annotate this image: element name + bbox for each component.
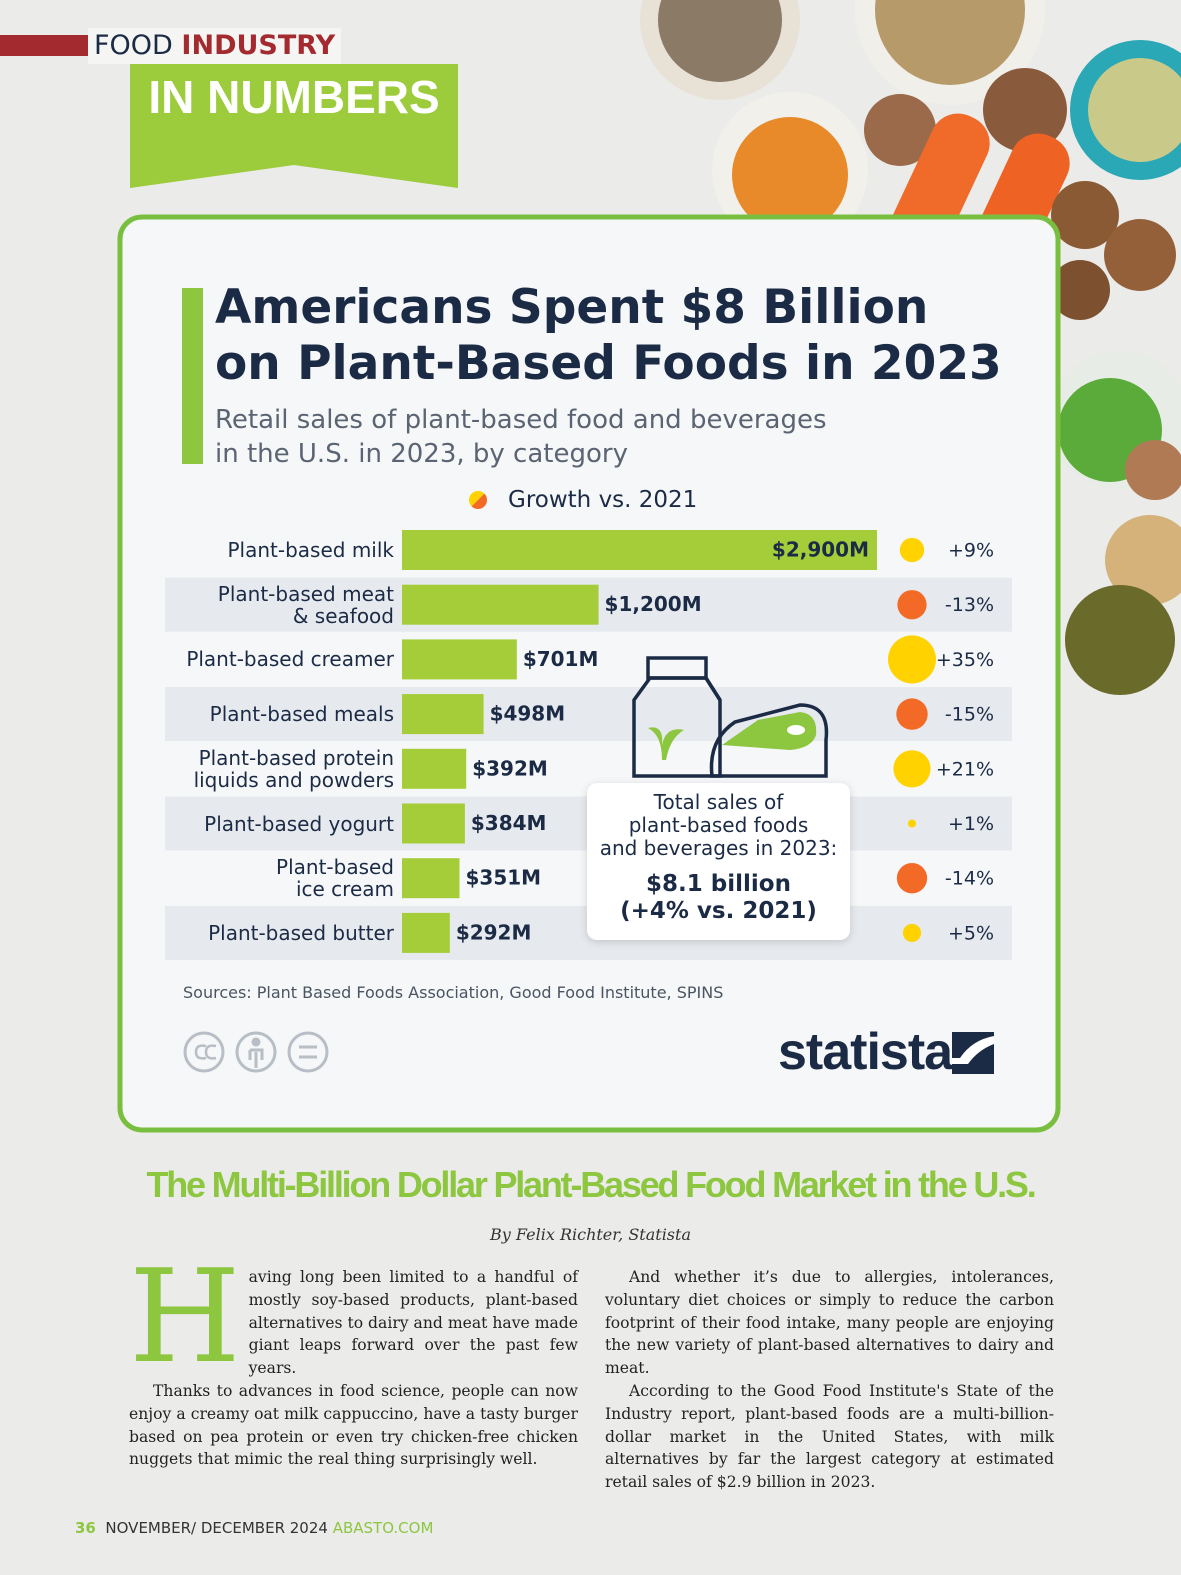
- kicker-text: FOOD: [94, 30, 173, 61]
- statista-mark: [952, 1032, 994, 1074]
- bar: [402, 530, 877, 570]
- value-label: $384M: [471, 811, 547, 835]
- growth-label: +9%: [948, 540, 994, 562]
- category-label: Plant-based creamer: [186, 647, 394, 672]
- license-icons: [183, 1031, 329, 1073]
- bar: [402, 912, 450, 953]
- category-label: Plant-based ice cream: [276, 855, 394, 902]
- category-label: Plant-based yogurt: [204, 811, 394, 836]
- value-label: $2,900M: [772, 538, 869, 562]
- category-label: Plant-based meat & seafood: [217, 581, 394, 628]
- chart-title: Americans Spent $8 Billion on Plant-Base…: [215, 280, 1002, 391]
- paragraph: Having long been limited to a handful of…: [129, 1243, 578, 1392]
- chart-subtitle: Retail sales of plant-based food and bev…: [215, 405, 827, 469]
- article-title: The Multi-Billion Dollar Plant-Based Foo…: [146, 1164, 1036, 1205]
- category-label: Plant-based protein liquids and powders: [193, 745, 394, 792]
- callout-value: $8.1 billion (+4% vs. 2021): [620, 871, 817, 924]
- red-rule: [0, 35, 88, 56]
- growth-dot: [896, 863, 928, 894]
- growth-label: +35%: [936, 649, 994, 671]
- site: ABASTO.COM: [332, 1519, 434, 1537]
- bar: [402, 694, 484, 735]
- logo: statista: [778, 1023, 953, 1081]
- source: Sources: Plant Based Foods Association, …: [183, 983, 724, 1002]
- footer: 36 NOVEMBER/ DECEMBER 2024 ABASTO.COM: [75, 1519, 433, 1537]
- growth-label: -14%: [945, 868, 994, 890]
- kicker-accent: INDUSTRY: [181, 30, 336, 61]
- value-label: $292M: [456, 920, 532, 944]
- column-left: Having long been limited to a handful of…: [129, 1243, 578, 1471]
- paragraph: Thanks to advances in food science, peop…: [129, 1381, 578, 1469]
- value-label: $1,200M: [605, 592, 702, 616]
- paragraph: According to the Good Food Institute's S…: [605, 1381, 1054, 1492]
- bar: [402, 639, 517, 680]
- value-label: $392M: [472, 756, 548, 780]
- growth-dot: [896, 698, 928, 730]
- growth-dot: [893, 750, 931, 788]
- title-accent: [182, 288, 203, 464]
- growth-dot: [907, 819, 917, 828]
- banner-text: IN NUMBERS: [148, 71, 440, 123]
- bar: [402, 748, 467, 789]
- byline: By Felix Richter, Statista: [490, 1225, 691, 1244]
- issue: NOVEMBER/ DECEMBER 2024: [105, 1519, 328, 1537]
- value-label: $498M: [490, 702, 566, 726]
- callout-icon: [632, 656, 829, 778]
- growth-dot: [899, 537, 925, 563]
- row-band: [165, 687, 1012, 742]
- category-label: Plant-based butter: [208, 920, 394, 945]
- value-label: $701M: [523, 647, 599, 671]
- growth-label: -13%: [945, 594, 994, 616]
- bar: [402, 584, 599, 625]
- legend-label: Growth vs. 2021: [508, 487, 698, 513]
- column-right: And whether it’s due to allergies, intol…: [605, 1266, 1054, 1494]
- bar: [402, 803, 465, 844]
- banner: [130, 64, 458, 188]
- growth-label: -15%: [945, 704, 994, 726]
- category-label: Plant-based milk: [227, 538, 394, 562]
- category-label: Plant-based meals: [209, 702, 394, 727]
- page-number: 36: [75, 1519, 96, 1537]
- growth-dot: [888, 635, 936, 684]
- kicker: FOOD INDUSTRY: [88, 28, 342, 64]
- growth-dot: [902, 923, 922, 942]
- growth-dot: [897, 590, 927, 620]
- callout-box: [587, 783, 850, 940]
- bar: [402, 858, 460, 899]
- callout-text: Total sales of plant-based foods and bev…: [599, 790, 838, 860]
- legend-swatch: [469, 491, 485, 507]
- paragraph: And whether it’s due to allergies, intol…: [605, 1268, 1054, 1378]
- value-label: $351M: [465, 866, 541, 890]
- legend-swatch: [471, 493, 487, 509]
- growth-label: +5%: [948, 922, 994, 944]
- growth-label: +21%: [936, 758, 994, 780]
- growth-label: +1%: [948, 813, 994, 835]
